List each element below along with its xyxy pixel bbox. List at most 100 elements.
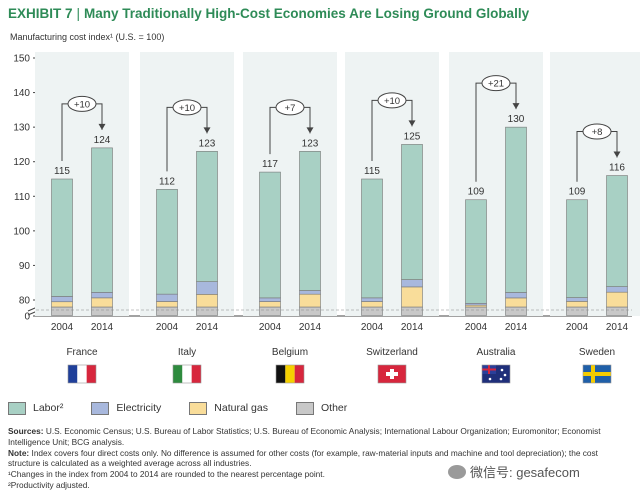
note-label: Note: <box>8 447 30 458</box>
delta-label: +8 <box>592 127 603 138</box>
bar-switzerland-2004-other-base <box>361 306 383 316</box>
country-band-italy <box>140 52 234 316</box>
country-name: Switzerland <box>366 347 418 358</box>
bar-france-2014-electricity <box>91 292 113 299</box>
delta-label: +7 <box>285 103 296 114</box>
x-tick-label: 2004 <box>51 322 74 333</box>
footnote-1: ¹Changes in the index from 2004 to 2014 … <box>8 469 325 480</box>
legend-label-electricity: Electricity <box>116 402 162 414</box>
australia-flag-icon <box>481 364 511 384</box>
bar-france-2014-labor <box>91 147 113 293</box>
title-separator: | <box>76 6 81 21</box>
x-tick-label: 2014 <box>505 322 528 333</box>
delta-bubble <box>582 123 612 140</box>
bar-sweden-2004-electricity <box>566 297 588 302</box>
country-band-switzerland <box>345 52 439 316</box>
x-tick-label: 2014 <box>401 322 424 333</box>
delta-arrow <box>306 127 314 134</box>
bar-switzerland-2004-labor <box>361 178 383 299</box>
legend-item-labor: Labor² <box>8 401 64 415</box>
bar-italy-2014-labor <box>196 151 218 282</box>
bar-switzerland-2014-electricity <box>401 279 423 288</box>
y-tick-label: 110 <box>14 192 30 203</box>
data-label: 130 <box>508 114 525 125</box>
bar-switzerland-2014-other-base <box>401 306 423 316</box>
bar-sweden-2014-labor <box>606 175 628 287</box>
x-tick-label: 2004 <box>156 322 179 333</box>
bar-sweden-2004-other-base <box>566 306 588 316</box>
delta-label: +10 <box>74 99 90 110</box>
note-text: Index covers four direct costs only. No … <box>8 447 598 469</box>
page-title: EXHIBIT 7 | Many Traditionally High-Cost E… <box>8 6 529 21</box>
sources-note: Sources: U.S. Economic Census; U.S. Bure… <box>8 426 632 448</box>
bar-australia-2014-electricity <box>505 292 527 299</box>
legend-label-other: Other <box>321 402 348 414</box>
bar-italy-2014-natural-gas <box>196 294 218 308</box>
data-label: 117 <box>262 159 278 170</box>
bar-belgium-2014-other-base <box>299 306 321 316</box>
country-name: Sweden <box>579 347 615 358</box>
bar-belgium-2004-natural-gas <box>259 301 281 308</box>
x-tick-label: 2014 <box>196 322 219 333</box>
delta-bubble <box>172 99 202 116</box>
cost-index-chart: Manufacturing cost index¹ (U.S. = 100) 15… <box>10 32 640 384</box>
bar-italy-2004-labor <box>156 189 178 295</box>
x-tick-label: 2004 <box>465 322 488 333</box>
bar-australia-2014-labor <box>505 126 527 293</box>
bar-australia-2014-natural-gas <box>505 297 527 308</box>
legend-label-labor: Labor² <box>33 402 64 414</box>
delta-bubble <box>275 99 305 116</box>
bar-france-2004-natural-gas <box>51 301 73 308</box>
y-tick-label: 140 <box>13 88 30 99</box>
title-text: Many Traditionally High-Cost Economies A… <box>84 6 530 21</box>
bar-italy-2004-natural-gas <box>156 301 178 308</box>
sources-text: U.S. Economic Census; U.S. Bureau of Lab… <box>8 426 601 447</box>
country-band-belgium <box>243 52 337 316</box>
legend-swatch-electricity <box>91 401 110 415</box>
delta-bubble <box>481 75 511 92</box>
bar-italy-2014-electricity <box>196 281 218 295</box>
data-label: 123 <box>199 138 216 149</box>
bar-sweden-2004-natural-gas <box>566 301 588 308</box>
bar-sweden-2014-natural-gas <box>606 291 628 308</box>
legend-swatch-labor <box>8 401 26 415</box>
bar-france-2004-other-base <box>51 306 73 316</box>
delta-arrow <box>203 127 211 134</box>
bar-sweden-2014-other-base <box>606 306 628 316</box>
delta-label: +10 <box>384 96 400 107</box>
bar-australia-2004-other-base <box>465 306 487 316</box>
switzerland-flag-icon <box>377 364 407 384</box>
bar-belgium-2004-labor <box>259 171 281 299</box>
bar-belgium-2014-labor <box>299 151 321 291</box>
data-label: 109 <box>569 187 586 198</box>
legend-item-electricity: Electricity <box>91 401 162 415</box>
y-tick-label: 100 <box>13 226 30 237</box>
watermark: 微信号: gesafecom <box>448 462 580 481</box>
x-tick-label: 2014 <box>299 322 322 333</box>
watermark-text: 微信号: gesafecom <box>470 465 580 480</box>
legend-item-natural-gas: Natural gas <box>189 401 268 415</box>
sources-label: Sources: <box>8 426 44 436</box>
sweden-flag-icon <box>582 364 612 384</box>
delta-arrow <box>408 120 416 127</box>
y-tick-label: 150 <box>13 54 30 65</box>
x-tick-label: 2004 <box>566 322 589 333</box>
delta-label: +10 <box>179 103 195 114</box>
bar-australia-2014-other-base <box>505 306 527 316</box>
bar-sweden-2014-electricity <box>606 286 628 293</box>
delta-arrow <box>512 103 520 110</box>
country-name: Belgium <box>272 347 308 358</box>
bar-australia-2004-labor <box>465 199 487 304</box>
bar-france-2014-natural-gas <box>91 297 113 308</box>
data-label: 115 <box>54 166 70 177</box>
bar-sweden-2004-labor <box>566 199 588 298</box>
data-label: 124 <box>94 135 111 146</box>
exhibit-label: EXHIBIT 7 <box>8 6 73 21</box>
country-name: France <box>66 347 98 358</box>
footnotes: Sources: U.S. Economic Census; U.S. Bure… <box>8 426 632 491</box>
data-label: 125 <box>404 131 421 142</box>
legend: Labor² Electricity Natural gas Other <box>8 399 375 417</box>
bar-italy-2004-other-base <box>156 306 178 316</box>
country-band-france <box>35 52 129 316</box>
delta-arrow <box>98 123 106 130</box>
